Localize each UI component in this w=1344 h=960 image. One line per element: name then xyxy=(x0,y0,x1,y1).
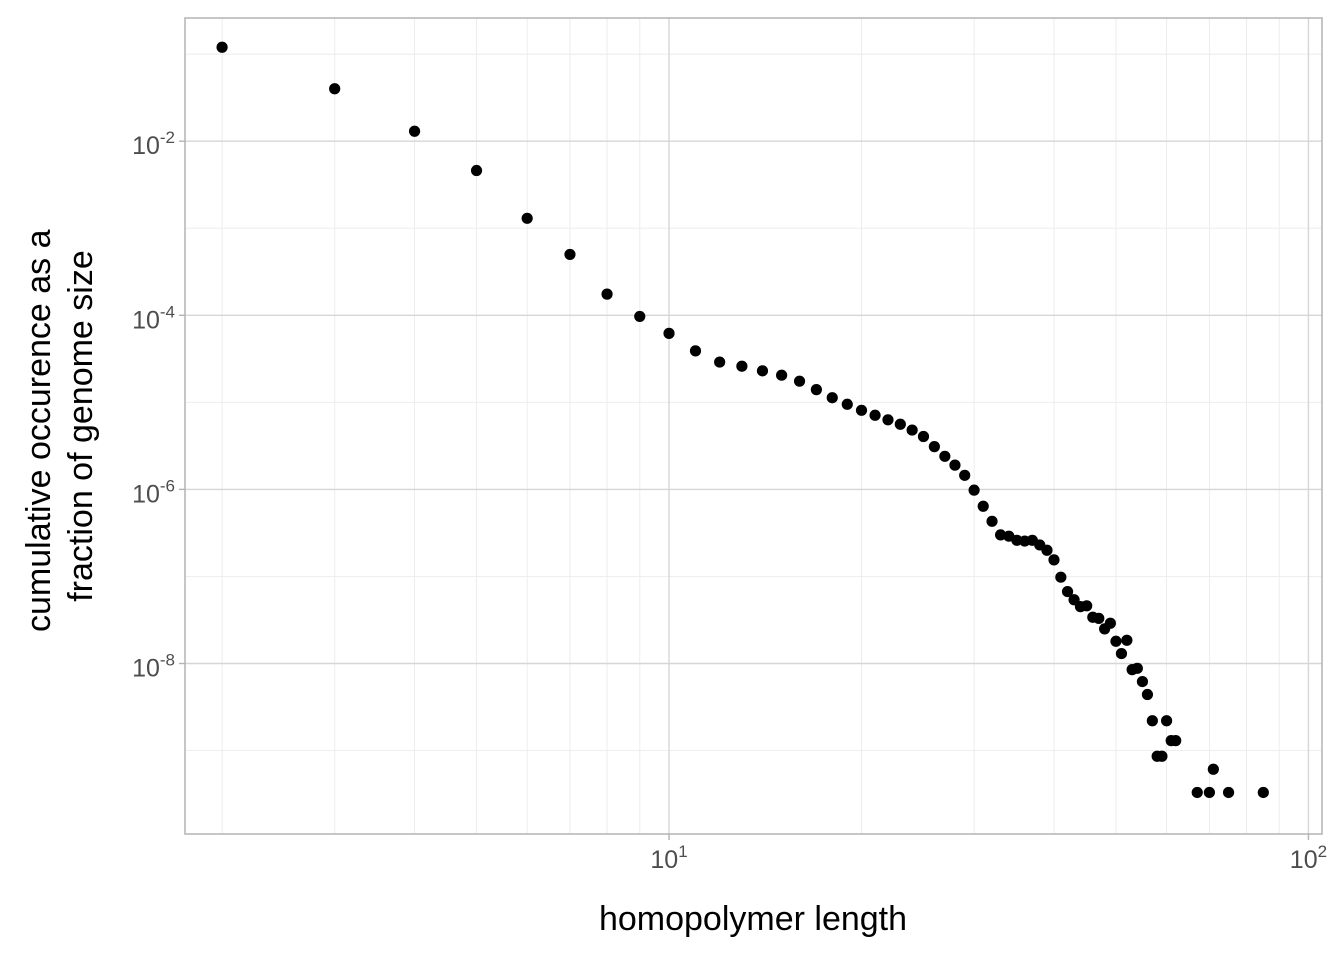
data-point xyxy=(714,356,726,368)
data-point xyxy=(928,441,940,453)
panel-border xyxy=(184,17,1323,835)
data-point xyxy=(906,424,918,436)
y-axis-title-line-1: cumulative occurence as a xyxy=(20,229,58,632)
data-point xyxy=(1160,715,1173,727)
data-point xyxy=(1191,786,1203,799)
data-point xyxy=(917,430,930,443)
x-axis-title: homopolymer length xyxy=(599,900,907,938)
data-point xyxy=(776,369,788,381)
data-point xyxy=(939,450,951,462)
x-axis-ticks: 101 102 xyxy=(650,834,1327,874)
major-gridlines xyxy=(185,18,1322,834)
data-point xyxy=(1048,554,1060,566)
data-point xyxy=(470,164,483,177)
data-point xyxy=(408,125,421,137)
x-tick-label: 102 xyxy=(1290,842,1327,874)
data-point xyxy=(986,515,998,527)
data-point xyxy=(855,404,868,416)
data-point xyxy=(994,529,1007,541)
data-point xyxy=(1081,600,1093,612)
data-point xyxy=(977,500,989,512)
data-point xyxy=(329,83,341,95)
data-point xyxy=(1141,688,1154,701)
data-point xyxy=(810,384,822,396)
data-point xyxy=(1156,750,1168,762)
data-point xyxy=(841,398,853,410)
data-point xyxy=(601,288,613,300)
data-point xyxy=(882,414,894,426)
data-point xyxy=(1055,571,1067,583)
data-point xyxy=(1041,544,1053,556)
y-axis-title: cumulative occurence as a fraction of ge… xyxy=(20,220,100,632)
data-point xyxy=(793,375,806,387)
data-point xyxy=(1131,662,1143,674)
y-tick-label: 10-2 xyxy=(132,128,175,160)
data-point xyxy=(1207,763,1219,775)
data-point xyxy=(1121,634,1133,646)
y-tick-label: 10-6 xyxy=(132,476,175,508)
data-point xyxy=(564,248,576,261)
data-point xyxy=(1136,675,1149,688)
data-points xyxy=(216,41,1269,799)
data-point xyxy=(689,345,702,357)
data-point xyxy=(949,459,961,471)
data-point xyxy=(1115,647,1128,660)
data-point xyxy=(1257,786,1269,799)
data-point xyxy=(1146,715,1158,727)
y-tick-label: 10-8 xyxy=(132,650,175,682)
data-point xyxy=(959,469,971,481)
data-point xyxy=(756,365,769,377)
data-point xyxy=(663,327,675,339)
data-point xyxy=(634,310,646,323)
data-point xyxy=(894,418,906,430)
y-axis-ticks: 10-2 10-4 10-6 10-8 xyxy=(132,128,185,682)
data-point xyxy=(869,409,881,421)
minor-gridlines xyxy=(185,18,1322,834)
data-point xyxy=(1203,786,1216,799)
data-point xyxy=(1093,612,1105,624)
data-point xyxy=(1104,617,1116,629)
data-point xyxy=(1222,786,1235,799)
data-point xyxy=(1170,735,1182,747)
data-point xyxy=(1110,635,1122,647)
data-point xyxy=(736,360,748,372)
data-point xyxy=(826,392,838,404)
x-tick-label: 101 xyxy=(650,842,687,874)
data-point xyxy=(968,484,980,496)
data-point xyxy=(216,41,228,53)
data-point xyxy=(521,212,533,224)
y-tick-label: 10-4 xyxy=(132,302,175,334)
data-point xyxy=(1061,585,1074,598)
y-axis-title-line-2: fraction of genome size xyxy=(62,250,100,602)
